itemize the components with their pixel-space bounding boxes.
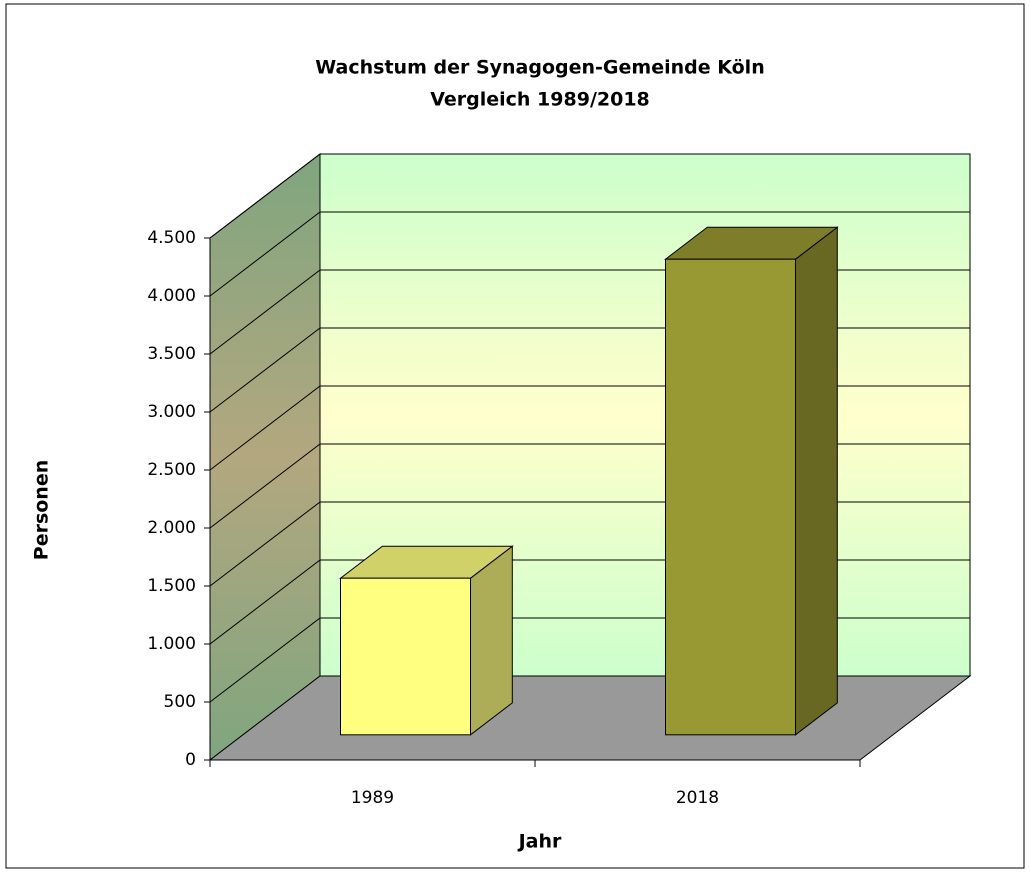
y-tick-label: 4.000 — [147, 286, 196, 306]
y-tick-label: 500 — [164, 692, 196, 712]
y-tick-label: 2.000 — [147, 518, 196, 538]
bar — [665, 258, 796, 736]
y-tick-label: 2.500 — [147, 460, 196, 480]
y-tick-label: 3.000 — [147, 402, 196, 422]
bar — [340, 577, 471, 736]
plot: 0 500 1.000 1.500 2.000 2.500 3.000 3.500 4.000 4… — [147, 152, 972, 808]
bar-side — [470, 545, 513, 736]
grid-line — [209, 153, 970, 239]
x-tick-label: 2018 — [676, 788, 719, 808]
x-tick-label: 1989 — [351, 788, 394, 808]
y-tick-label: 1.500 — [147, 576, 196, 596]
y-axis-title: Personen — [31, 460, 53, 560]
grid-line — [209, 211, 970, 297]
bar-side — [795, 226, 838, 736]
floor — [208, 675, 972, 761]
y-tick-label: 1.000 — [147, 634, 196, 654]
x-axis-title: Jahr — [517, 831, 562, 853]
chart-title: Wachstum der Synagogen-Gemeinde Köln — [315, 57, 764, 79]
y-tick-label: 4.500 — [147, 228, 196, 248]
chart-subtitle: Vergleich 1989/2018 — [430, 89, 650, 111]
y-tick-label: 0 — [185, 750, 196, 770]
y-tick-label: 3.500 — [147, 344, 196, 364]
